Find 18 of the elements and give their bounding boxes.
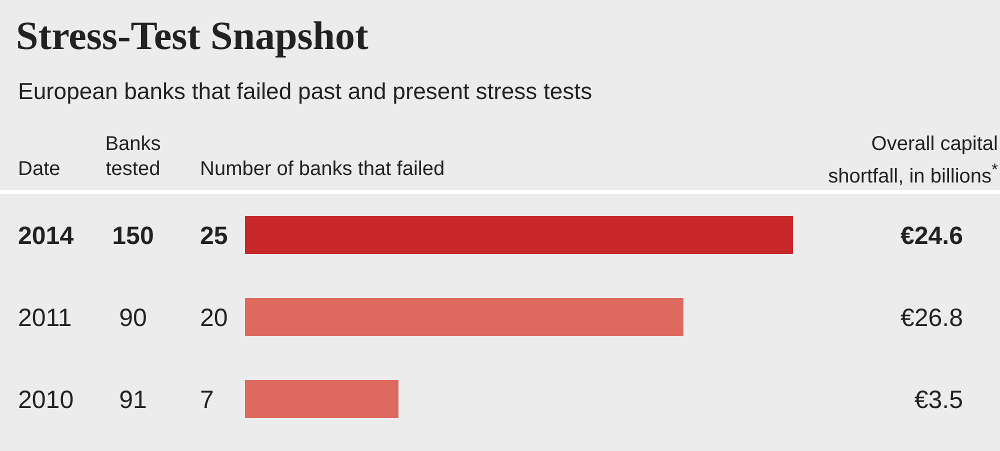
text: 90 xyxy=(119,304,147,332)
text: Banks tested xyxy=(104,132,162,182)
y-axis-title: Date xyxy=(18,158,60,181)
text: Overall capital shortfall, in billions$^{*}$ xyxy=(827,132,998,190)
chart-title: Stress-Test Snapshot xyxy=(16,12,368,59)
text: €26.8 xyxy=(900,304,963,332)
text: €24.6 xyxy=(900,222,963,250)
text: 91 xyxy=(119,386,147,414)
y-tick-label: 2010 xyxy=(18,386,74,414)
x-axis-title: Number of banks that failed xyxy=(200,158,445,181)
text: €3.5 xyxy=(914,386,963,414)
y-tick-label: 2011 xyxy=(18,304,72,332)
data-label: 20 xyxy=(200,304,228,332)
text: 150 xyxy=(112,222,154,250)
data-label: 7 xyxy=(200,386,214,414)
y-tick-label: 2014 xyxy=(18,222,74,250)
chart-subtitle: European banks that failed past and present stress tests xyxy=(18,78,592,105)
data-label: 25 xyxy=(200,222,228,250)
